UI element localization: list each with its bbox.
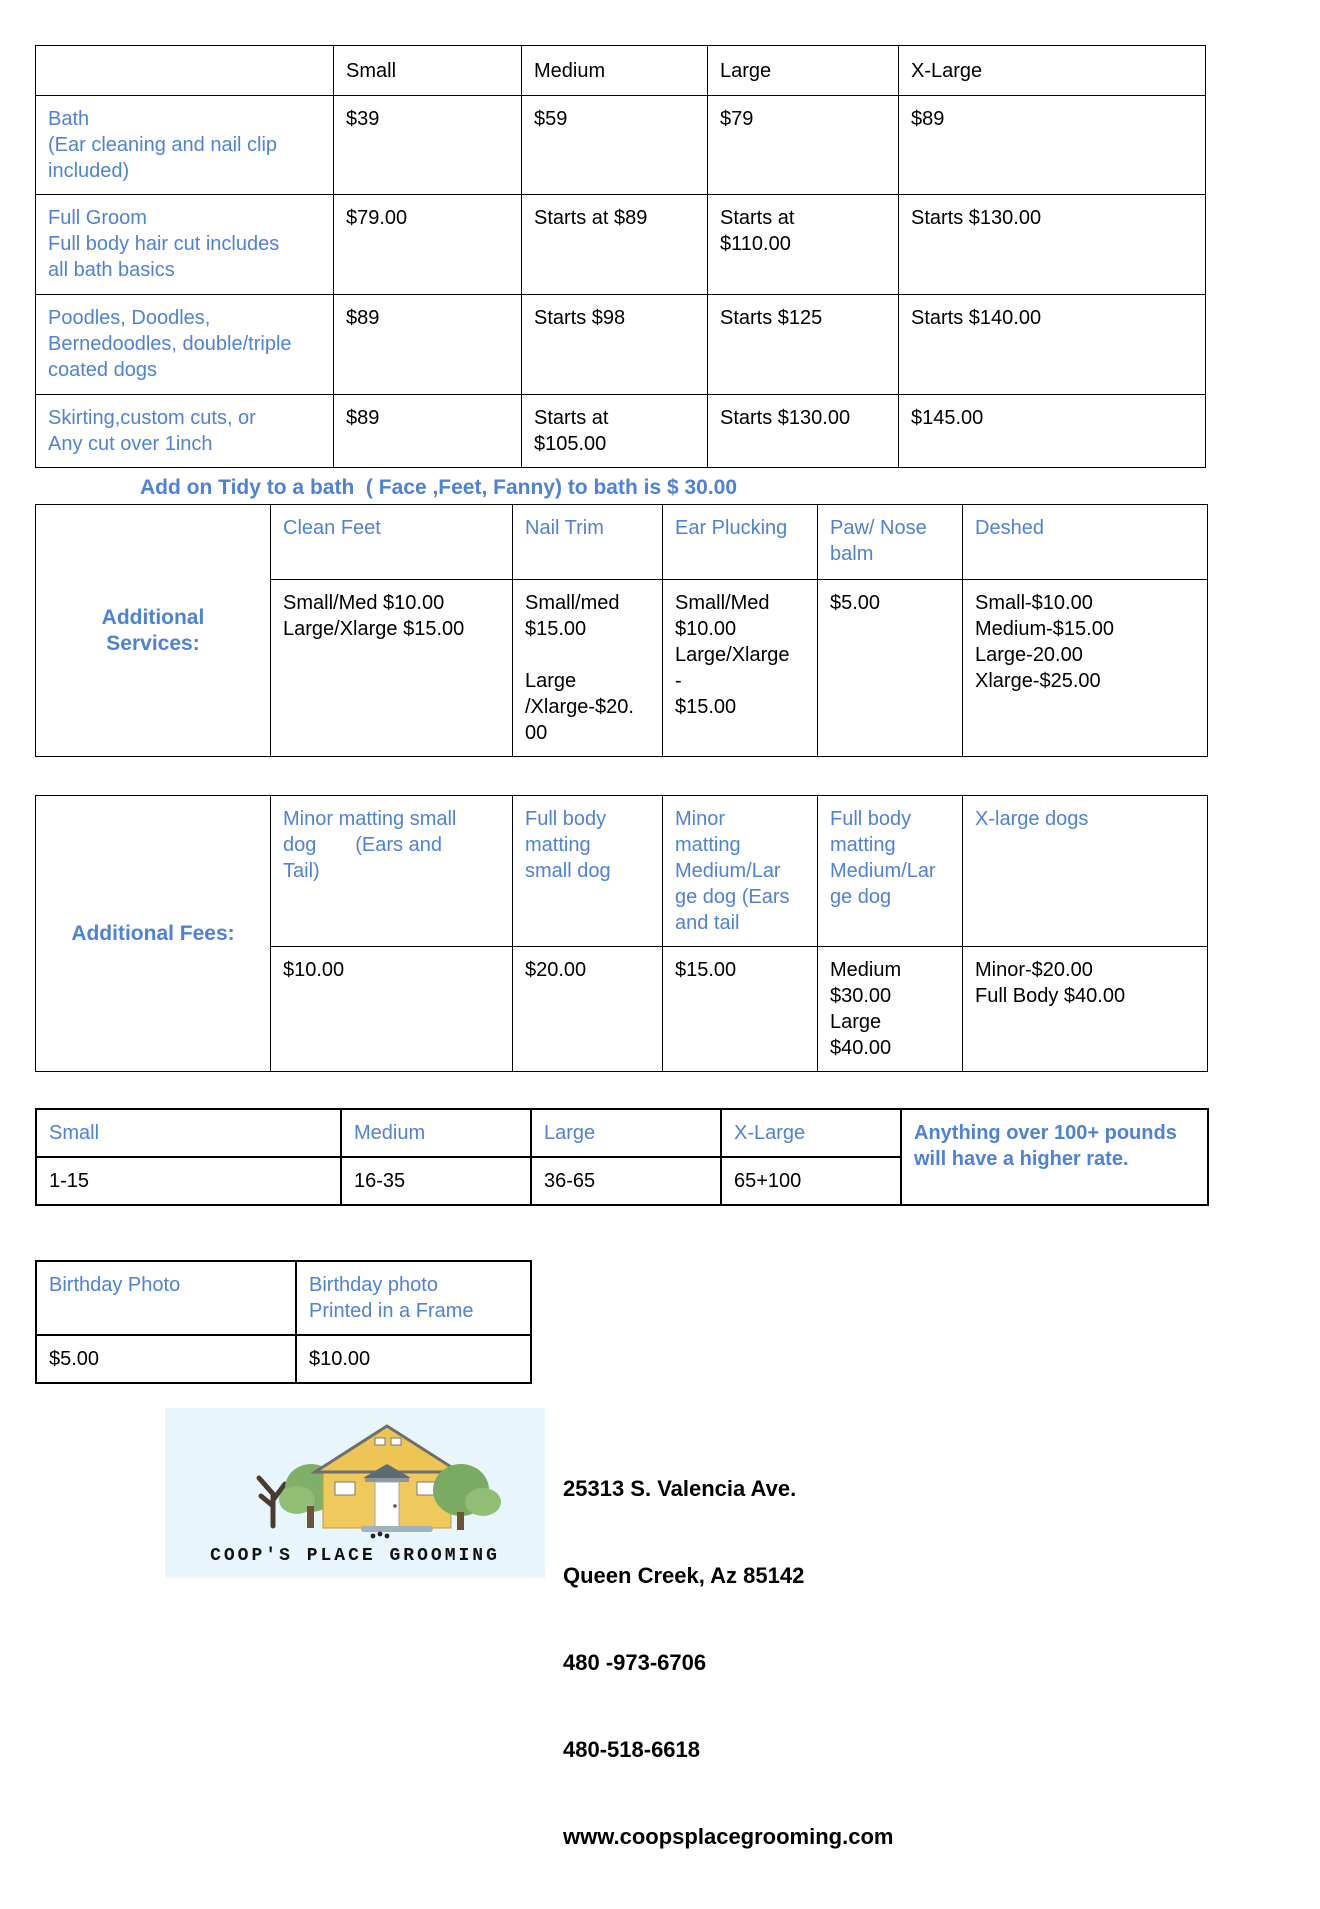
svc-header-paw-nose-balm: Paw/ Nose balm [817, 504, 963, 580]
fee-header-full-body-small: Full body matting small dog [512, 795, 663, 947]
price-cell: $79.00 [333, 194, 522, 295]
weight-header-large: Large [530, 1108, 722, 1158]
address-line: Queen Creek, Az 85142 [563, 1563, 805, 1588]
price-cell: Starts $125 [707, 294, 899, 395]
svc-header-nail-trim: Nail Trim [512, 504, 663, 580]
additional-fees-table: Additional Fees: Minor matting small dog… [35, 795, 1208, 1072]
price-cell: $89 [898, 95, 1206, 195]
weight-range-cell: 16-35 [340, 1156, 532, 1206]
table-row: Skirting,custom cuts, or Any cut over 1i… [35, 394, 1206, 468]
price-cell: $5.00 [817, 579, 963, 757]
price-cell: $39 [333, 95, 522, 195]
grooming-prices-table: Small Medium Large X-Large Bath (Ear cle… [35, 45, 1206, 468]
table-row: Full Groom Full body hair cut includes a… [35, 194, 1206, 295]
birthday-photo-table: Birthday Photo Birthday photo Printed in… [35, 1260, 532, 1384]
price-cell: Starts $130.00 [898, 194, 1206, 295]
price-cell: Starts at $110.00 [707, 194, 899, 295]
additional-services-table: Additional Services: Clean Feet Nail Tri… [35, 504, 1208, 757]
phone-number: 480 -973-6706 [563, 1650, 707, 1675]
weight-header-xlarge: X-Large [720, 1108, 902, 1158]
price-cell: Medium $30.00 Large $40.00 [817, 946, 963, 1072]
price-cell: $20.00 [512, 946, 663, 1072]
birthday-photo-frame-header: Birthday photo Printed in a Frame [295, 1260, 532, 1336]
additional-fees-label: Additional Fees: [35, 795, 271, 1072]
pricing-document: { "colors": { "accent_blue": "#4e82d8", … [0, 45, 1320, 1909]
table-row: $10.00 $20.00 $15.00 Medium $30.00 Large… [36, 946, 1208, 1072]
table-row: Small/Med $10.00 Large/Xlarge $15.00 Sma… [36, 579, 1208, 757]
price-cell: $145.00 [898, 394, 1206, 468]
price-cell: $15.00 [662, 946, 818, 1072]
price-cell: Starts at $89 [521, 194, 708, 295]
price-cell: $79 [707, 95, 899, 195]
service-label-full-groom: Full Groom Full body hair cut includes a… [35, 194, 334, 295]
corner-cell [35, 45, 334, 96]
service-label-poodles: Poodles, Doodles, Bernedoodles, double/t… [35, 294, 334, 395]
weight-range-cell: 1-15 [35, 1156, 342, 1206]
price-cell: $89 [333, 394, 522, 468]
price-cell: Starts $140.00 [898, 294, 1206, 395]
fee-header-full-body-med-lg: Full body matting Medium/Lar ge dog [817, 795, 963, 947]
over-100-pounds-note: Anything over 100+ pounds will have a hi… [900, 1108, 1209, 1206]
address-block: 25313 S. Valencia Ave. Queen Creek, Az 8… [563, 1408, 893, 1909]
table-row: Bath (Ear cleaning and nail clip include… [35, 95, 1206, 195]
price-cell: $59 [521, 95, 708, 195]
weight-header-small: Small [35, 1108, 342, 1158]
price-cell: Starts at $105.00 [521, 394, 708, 468]
logo-house-graphic: COOP'S PLACE GROOMING [165, 1408, 545, 1578]
size-header-small: Small [333, 45, 522, 96]
service-label-bath: Bath (Ear cleaning and nail clip include… [35, 95, 334, 195]
fee-header-xlarge-dogs: X-large dogs [962, 795, 1208, 947]
service-label-skirting: Skirting,custom cuts, or Any cut over 1i… [35, 394, 334, 468]
price-cell: Small-$10.00 Medium-$15.00 Large-20.00 X… [962, 579, 1208, 757]
weight-range-cell: 36-65 [530, 1156, 722, 1206]
weight-range-cell: 65+100 [720, 1156, 902, 1206]
price-cell: Small/Med $10.00 Large/Xlarge - $15.00 [662, 579, 818, 757]
logo-wordmark: COOP'S PLACE GROOMING [210, 1546, 500, 1566]
birthday-photo-header: Birthday Photo [35, 1260, 297, 1336]
website-url: www.coopsplacegrooming.com [563, 1824, 894, 1849]
price-cell: Small/Med $10.00 Large/Xlarge $15.00 [270, 579, 513, 757]
svc-header-clean-feet: Clean Feet [270, 504, 513, 580]
weight-header-medium: Medium [340, 1108, 532, 1158]
size-header-medium: Medium [521, 45, 708, 96]
fee-header-minor-matting-med-lg: Minor matting Medium/Lar ge dog (Ears an… [662, 795, 818, 947]
price-cell: Starts $98 [521, 294, 708, 395]
svc-header-ear-plucking: Ear Plucking [662, 504, 818, 580]
weight-ranges-table: Small Medium Large X-Large Anything over… [35, 1108, 1209, 1206]
price-cell: $5.00 [35, 1334, 297, 1384]
size-header-xlarge: X-Large [898, 45, 1206, 96]
footer: COOP'S PLACE GROOMING 25313 S. Valencia … [165, 1408, 1320, 1909]
additional-services-label: Additional Services: [35, 504, 271, 757]
price-cell: Small/med $15.00 Large /Xlarge-$20. 00 [512, 579, 663, 757]
size-header-large: Large [707, 45, 899, 96]
address-line: 25313 S. Valencia Ave. [563, 1476, 797, 1501]
svc-header-deshed: Deshed [962, 504, 1208, 580]
table-row: 1-15 16-35 36-65 65+100 [35, 1156, 1208, 1206]
price-cell: $89 [333, 294, 522, 395]
price-cell: Minor-$20.00 Full Body $40.00 [962, 946, 1208, 1072]
table-row: $5.00 $10.00 [35, 1334, 532, 1384]
fee-header-minor-matting-small: Minor matting small dog (Ears and Tail) [270, 795, 513, 947]
table-row: Poodles, Doodles, Bernedoodles, double/t… [35, 294, 1206, 395]
tidy-addon-note: Add on Tidy to a bath ( Face ,Feet, Fann… [140, 476, 738, 499]
price-cell: Starts $130.00 [707, 394, 899, 468]
price-cell: $10.00 [295, 1334, 532, 1384]
phone-number: 480-518-6618 [563, 1737, 701, 1762]
price-cell: $10.00 [270, 946, 513, 1072]
